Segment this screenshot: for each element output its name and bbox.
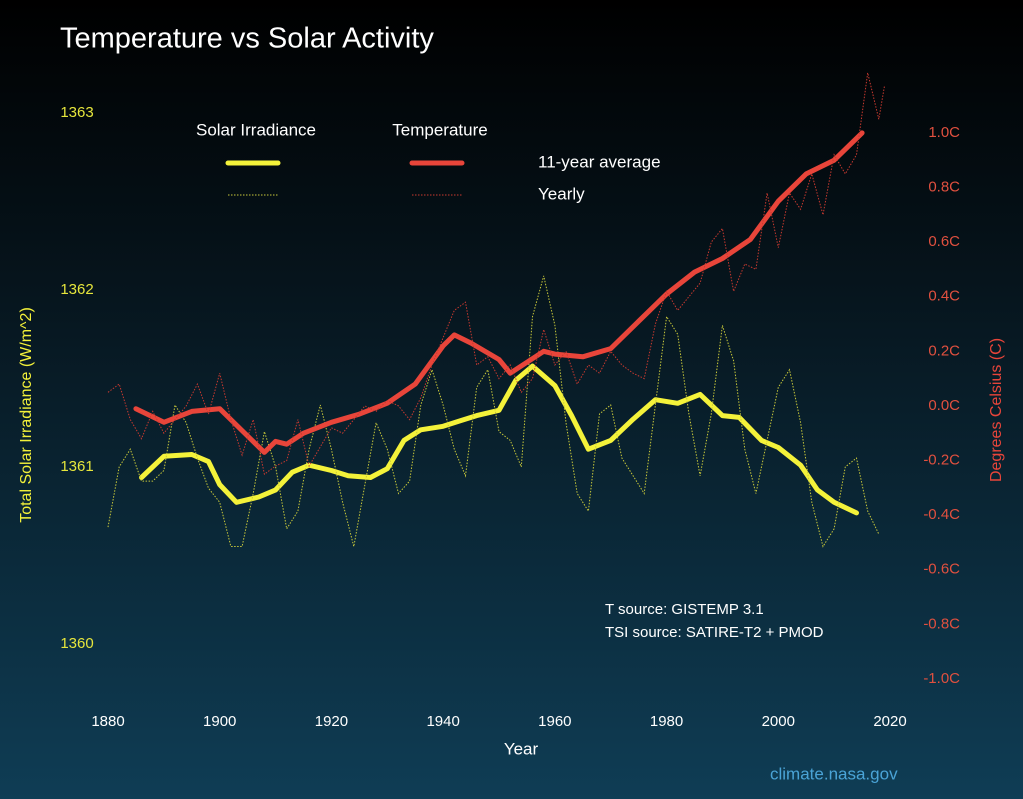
y2-tick-label: 0.4C [928,288,960,305]
y2-tick-label: -0.2C [923,452,960,469]
legend-label: 11-year average [538,152,661,171]
data-line [133,130,865,455]
x-tick-label: 1900 [203,713,236,730]
legend-header: Temperature [392,120,487,139]
y-tick-label: 1363 [60,104,93,121]
x-tick-label: 1960 [538,713,571,730]
x-axis-label: Year [504,739,539,758]
y2-tick-label: 1.0C [928,124,960,141]
y2-tick-label: 0.2C [928,342,960,359]
data-line [107,275,880,548]
annotation: TSI source: SATIRE-T2 + PMOD [605,624,824,641]
y-axis-label: Total Solar Irradiance (W/m^2) [18,307,35,523]
legend-header: Solar Irradiance [196,120,316,139]
x-tick-label: 2000 [762,713,795,730]
y-tick-label: 1360 [60,635,93,652]
chart-title: Temperature vs Solar Activity [60,23,434,55]
y2-tick-label: -1.0C [923,670,960,687]
y2-tick-label: -0.6C [923,561,960,578]
y2-tick-label: 0.0C [928,397,960,414]
y2-axis-label: Degrees Celsius (C) [988,338,1005,482]
x-tick-label: 2020 [873,713,906,730]
x-tick-label: 1880 [91,713,124,730]
y-tick-label: 1362 [60,281,93,298]
source-link: climate.nasa.gov [770,764,898,783]
data-line [107,72,885,476]
y2-tick-label: -0.8C [923,615,960,632]
y2-tick-label: 0.6C [928,233,960,250]
annotation: T source: GISTEMP 3.1 [605,601,764,618]
x-tick-label: 1940 [426,713,459,730]
legend-label: Yearly [538,184,585,203]
data-line [139,363,859,516]
x-tick-label: 1980 [650,713,683,730]
y2-tick-label: -0.4C [923,506,960,523]
y2-tick-label: 0.8C [928,178,960,195]
y-tick-label: 1361 [60,458,93,475]
x-tick-label: 1920 [315,713,348,730]
